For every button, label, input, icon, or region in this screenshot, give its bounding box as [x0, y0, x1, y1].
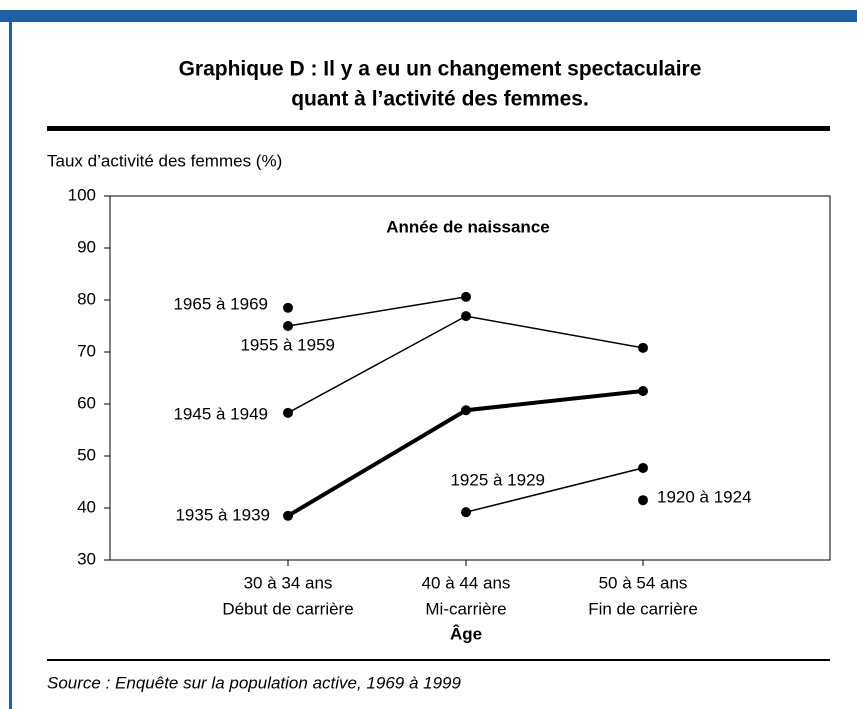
y-tick-label: 80 [77, 289, 96, 308]
plot-frame [109, 195, 831, 561]
title-rule [47, 126, 830, 131]
legend-title: Année de naissance [386, 217, 549, 236]
data-point [283, 321, 293, 331]
y-tick-label: 40 [77, 497, 96, 516]
x-tick-label: 30 à 34 ans [244, 573, 333, 592]
x-tick-sublabel: Mi-carrière [425, 599, 506, 618]
chart-title: Graphique D : Il y a eu un changement sp… [179, 58, 702, 81]
y-tick-label: 60 [77, 393, 96, 412]
data-point [638, 495, 648, 506]
data-point [461, 311, 471, 322]
data-point [283, 510, 293, 521]
x-tick-sublabel: Fin de carrière [588, 599, 698, 618]
x-tick-label: 40 à 44 ans [422, 573, 511, 592]
data-point [283, 302, 293, 313]
source-rule [47, 659, 830, 661]
series-label: 1955 à 1959 [240, 335, 335, 354]
y-axis-label: Taux d’activité des femmes (%) [47, 151, 282, 170]
series-label: 1935 à 1939 [175, 505, 270, 524]
top-bar [0, 10, 857, 22]
series-line [465, 467, 644, 513]
y-tick-label: 100 [68, 185, 96, 204]
y-tick-label: 90 [77, 237, 96, 256]
data-point [638, 342, 648, 353]
series-label: 1925 à 1929 [450, 470, 545, 489]
y-tick-label: 70 [77, 341, 96, 360]
chart-title: quant à l’activité des femmes. [291, 88, 589, 111]
series-label: 1965 à 1969 [173, 294, 268, 313]
source: Source : Enquête sur la population activ… [47, 673, 462, 692]
series-line [287, 296, 467, 327]
x-axis-label: Âge [450, 624, 482, 643]
x-tick-sublabel: Début de carrière [222, 599, 353, 618]
data-point [638, 386, 648, 396]
data-point [461, 507, 471, 518]
data-point [461, 405, 471, 416]
data-point [638, 462, 648, 473]
x-tick-label: 50 à 54 ans [599, 573, 688, 592]
y-tick-label: 50 [77, 445, 96, 464]
y-tick-label: 30 [77, 549, 96, 568]
left-border [9, 22, 12, 709]
data-point [283, 407, 293, 418]
series-label: 1945 à 1949 [173, 404, 268, 423]
data-point [461, 291, 471, 302]
series-label: 1920 à 1924 [657, 487, 752, 506]
